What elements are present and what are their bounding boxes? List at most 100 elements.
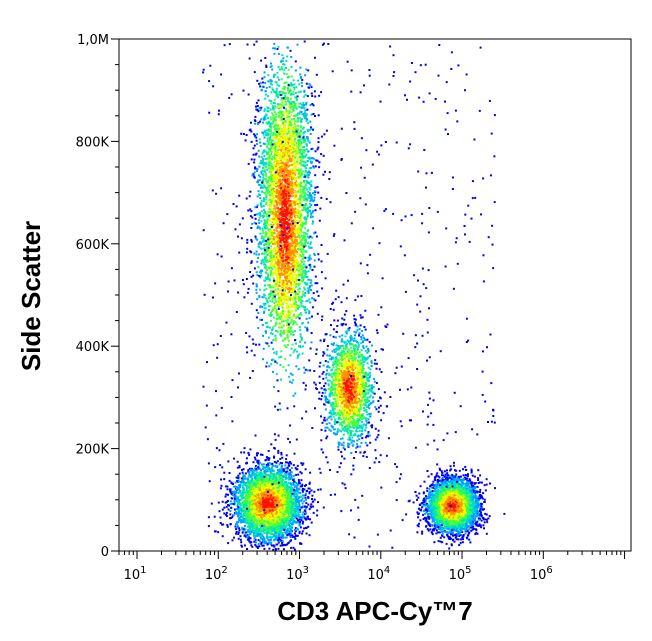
density-dot	[303, 185, 306, 188]
density-dot	[282, 324, 285, 327]
density-dot	[297, 256, 300, 259]
density-dot	[276, 314, 279, 317]
density-dot	[287, 225, 290, 228]
density-dot	[280, 378, 282, 381]
density-dot	[270, 146, 272, 149]
density-dot	[297, 190, 299, 193]
density-dot	[282, 57, 285, 60]
density-dot	[313, 199, 316, 202]
density-dot	[259, 141, 262, 144]
density-dot	[285, 330, 288, 333]
density-dot	[289, 147, 291, 150]
density-dot	[286, 139, 288, 142]
density-dot	[295, 96, 298, 99]
density-dot	[303, 235, 306, 238]
density-dot	[295, 263, 298, 266]
density-dot	[282, 129, 285, 132]
density-dot	[312, 511, 315, 514]
density-dot	[265, 325, 268, 328]
density-dot	[304, 74, 307, 77]
density-dot	[279, 208, 282, 210]
density-dot	[324, 170, 326, 173]
density-dot	[268, 162, 271, 165]
density-dot	[291, 168, 294, 171]
density-dot	[284, 258, 287, 261]
density-dot	[285, 112, 288, 114]
density-dot	[292, 259, 295, 262]
density-dot	[291, 247, 294, 249]
density-dot	[265, 178, 267, 181]
density-dot	[278, 284, 281, 287]
density-dot	[306, 213, 309, 216]
density-dot	[280, 115, 283, 118]
density-dot	[312, 104, 315, 107]
density-dot	[281, 110, 284, 113]
density-dot	[258, 216, 261, 219]
density-dot	[276, 235, 279, 238]
density-dot	[303, 237, 305, 240]
density-dot	[282, 196, 285, 199]
density-dot	[271, 83, 273, 86]
density-dot	[265, 194, 268, 197]
density-dot	[265, 278, 268, 280]
density-dot	[272, 172, 275, 175]
density-dot	[289, 195, 291, 198]
density-dot	[304, 273, 307, 276]
density-dot	[282, 137, 285, 140]
density-dot	[269, 167, 272, 170]
density-dot	[290, 200, 293, 203]
density-dot	[285, 190, 288, 193]
density-dot	[265, 201, 268, 204]
density-dot	[311, 103, 314, 105]
density-dot	[263, 118, 266, 121]
density-dot	[257, 242, 260, 245]
density-dot	[287, 261, 290, 264]
density-dot	[286, 251, 289, 254]
density-dot	[274, 294, 277, 297]
density-dot	[269, 270, 272, 273]
density-dot	[300, 200, 303, 203]
density-dot	[264, 235, 267, 238]
density-dot	[292, 164, 295, 167]
density-dot	[256, 227, 259, 229]
density-dot	[273, 265, 276, 268]
density-dot	[306, 283, 309, 286]
density-dot	[269, 195, 271, 198]
density-dot	[238, 465, 241, 467]
density-dot	[301, 352, 304, 355]
density-dot	[285, 208, 288, 211]
density-dot	[274, 309, 276, 312]
density-dot	[287, 364, 290, 367]
density-dot	[276, 276, 279, 279]
density-dot	[290, 333, 293, 336]
density-dot	[311, 297, 314, 300]
density-dot	[261, 324, 264, 327]
density-dot	[296, 169, 299, 172]
density-dot	[281, 91, 284, 94]
density-dot	[306, 242, 309, 245]
density-dot	[279, 232, 282, 235]
density-dot	[280, 175, 283, 178]
density-dot	[271, 275, 274, 277]
density-dot	[268, 260, 271, 263]
density-dot	[273, 256, 276, 259]
density-dot	[267, 184, 270, 187]
density-dot	[256, 123, 259, 126]
density-dot	[271, 105, 274, 108]
density-dot	[251, 174, 254, 177]
density-dot	[284, 521, 287, 524]
density-dot	[306, 136, 309, 139]
density-dot	[307, 174, 310, 177]
density-dot	[306, 198, 309, 201]
density-dot	[279, 278, 282, 281]
density-dot	[295, 230, 298, 233]
density-dot	[308, 141, 311, 144]
density-dot	[303, 104, 306, 107]
density-dot	[264, 247, 267, 250]
density-dot	[250, 130, 253, 133]
density-dot	[292, 174, 295, 177]
density-dot	[289, 470, 292, 473]
density-dot	[288, 159, 291, 162]
density-dot	[291, 145, 294, 148]
density-dot	[285, 302, 288, 305]
